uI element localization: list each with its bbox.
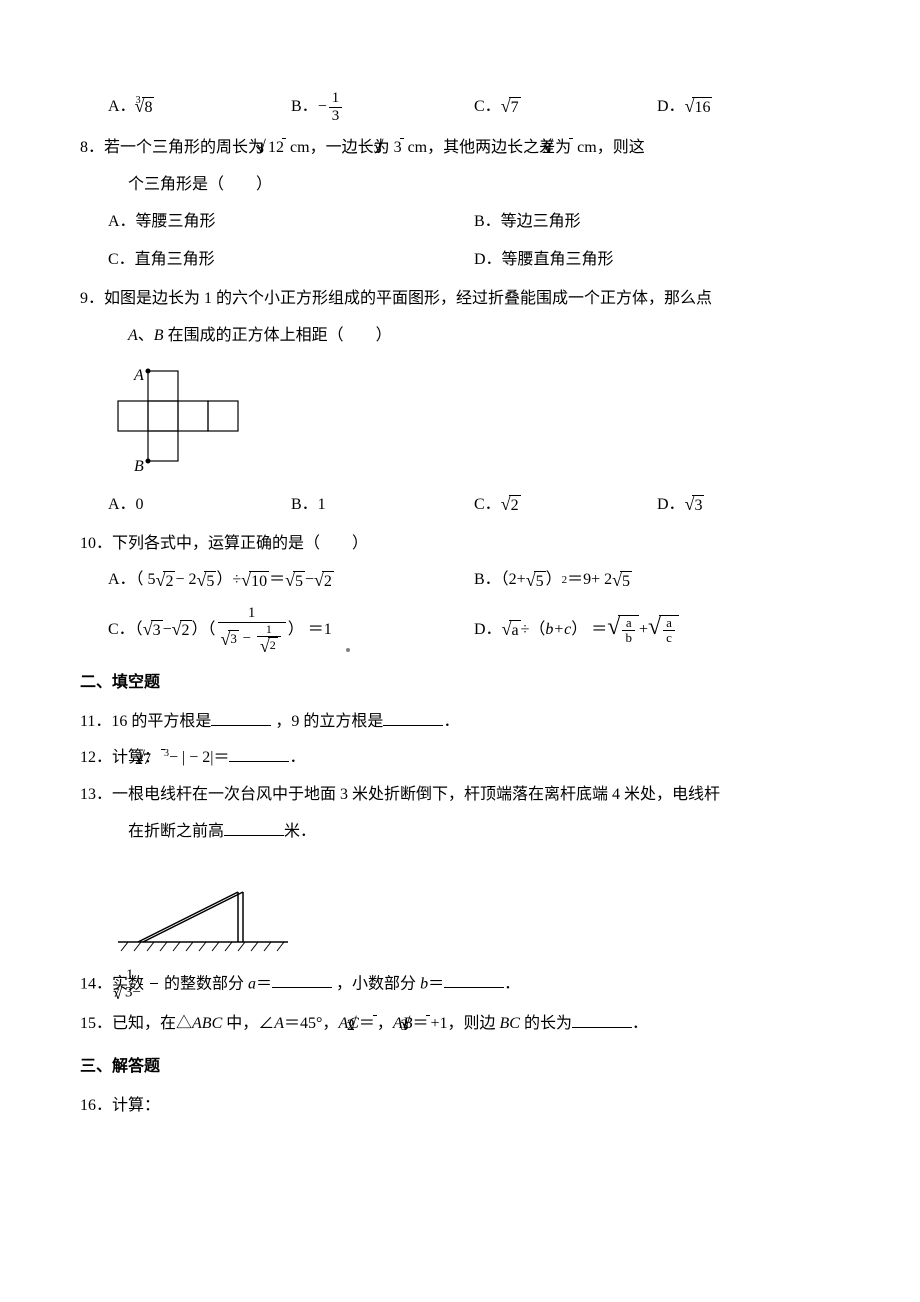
- center-dot: [346, 648, 350, 652]
- sqrt2: √2: [501, 495, 521, 515]
- q10-optA: A．（ 5√2 − 2√5）÷√10＝√5 − √2: [108, 566, 474, 595]
- q9-stem2: A、B 在围成的正方体上相距（ ）: [80, 322, 840, 351]
- minus: −: [318, 93, 327, 122]
- q10C-bigfrac: 1 √3 − 1 √2: [218, 605, 286, 655]
- q7-optA: A． 3 √8: [108, 90, 291, 124]
- q13-figure: [108, 857, 840, 957]
- q9-optB: B．1: [291, 491, 474, 520]
- section3-header: 三、解答题: [80, 1053, 840, 1082]
- q13b: 在折断之前高米．: [80, 818, 840, 847]
- q7-optC-label: C．: [474, 93, 501, 122]
- q7-optB-label: B．: [291, 93, 318, 122]
- q14: 14．实数 1 3−√7 的整数部分 a＝ ，小数部分 b＝．: [80, 967, 840, 1003]
- blank: [272, 971, 332, 988]
- blank: [572, 1011, 632, 1028]
- page: A． 3 √8 B． − 1 3 C． √7 D． √16 8．若一个三角形的周…: [0, 0, 920, 1302]
- q9-options: A．0 B．1 C． √2 D． √3: [80, 491, 840, 520]
- q8-optA: A．等腰三角形: [108, 208, 474, 237]
- q9-stem1: 9．如图是边长为 1 的六个小正方形组成的平面图形，经过折叠能围成一个正方体，那…: [80, 285, 840, 314]
- sqrt-16: √16: [685, 97, 713, 117]
- q10-optB: B．（2+√5）2＝9+ 2√5: [474, 566, 840, 595]
- q9-optA: A．0: [108, 491, 291, 520]
- blank: [444, 971, 504, 988]
- q13a: 13．一根电线杆在一次台风中于地面 3 米处折断倒下，杆顶端落在离杆底端 4 米…: [80, 781, 840, 810]
- q7-optB: B． − 1 3: [291, 90, 474, 124]
- blank: [211, 709, 271, 726]
- q8-options2: C．直角三角形 D．等腰直角三角形: [80, 246, 840, 275]
- blank: [224, 819, 284, 836]
- net-label-A: A: [133, 367, 144, 384]
- q9-optD: D． √3: [657, 491, 840, 520]
- frac-1-3: 1 3: [329, 90, 343, 124]
- section2-header: 二、填空题: [80, 669, 840, 698]
- q7-optA-label: A．: [108, 93, 136, 122]
- q7-optC: C． √7: [474, 90, 657, 124]
- sqrt3: √3: [685, 495, 705, 515]
- q15: 15．已知，在△ABC 中，∠A＝45°，AC＝√2，AB＝√3+1，则边 BC…: [80, 1010, 840, 1039]
- q14-frac: 1 3−√7: [150, 967, 158, 1003]
- q10-row2: C．（√3 − √2）（ 1 √3 − 1 √2 ） ＝1 D． √a ÷（b+…: [80, 605, 840, 655]
- q10-row1: A．（ 5√2 − 2√5）÷√10＝√5 − √2 B．（2+√5）2＝9+ …: [80, 566, 840, 595]
- q8-options1: A．等腰三角形 B．等边三角形: [80, 208, 840, 237]
- q9-optC: C． √2: [474, 491, 657, 520]
- net-label-B: B: [134, 458, 144, 475]
- q8-stem: 8．若一个三角形的周长为 12√3 cm，一边长为 3√3 cm，其他两边长之差…: [80, 134, 840, 163]
- q7-optD: D． √16: [657, 90, 840, 124]
- q10-optC: C．（√3 − √2）（ 1 √3 − 1 √2 ） ＝1: [108, 605, 474, 655]
- q8-stem2: 个三角形是（ ）: [80, 171, 840, 200]
- q7-optD-label: D．: [657, 93, 685, 122]
- sqrt-7: √7: [501, 97, 521, 117]
- q9-figure-net: A B: [108, 361, 840, 481]
- cbrt-index: 3: [136, 92, 141, 110]
- q8-optC: C．直角三角形: [108, 246, 474, 275]
- q10-stem: 10．下列各式中，运算正确的是（ ）: [80, 530, 840, 559]
- q8-optB: B．等边三角形: [474, 208, 840, 237]
- blank: [229, 745, 289, 762]
- q8-optD: D．等腰直角三角形: [474, 246, 840, 275]
- q16: 16．计算：: [80, 1092, 840, 1121]
- q11: 11．16 的平方根是 ，9 的立方根是．: [80, 708, 840, 737]
- q12: 12．计算： 3√27 − | − 2|＝．: [80, 744, 840, 773]
- q7-options: A． 3 √8 B． − 1 3 C． √7 D． √16: [80, 90, 840, 124]
- blank: [383, 709, 443, 726]
- q10-optD: D． √a ÷（b+c） ＝ √ ab + √ ac: [474, 615, 840, 646]
